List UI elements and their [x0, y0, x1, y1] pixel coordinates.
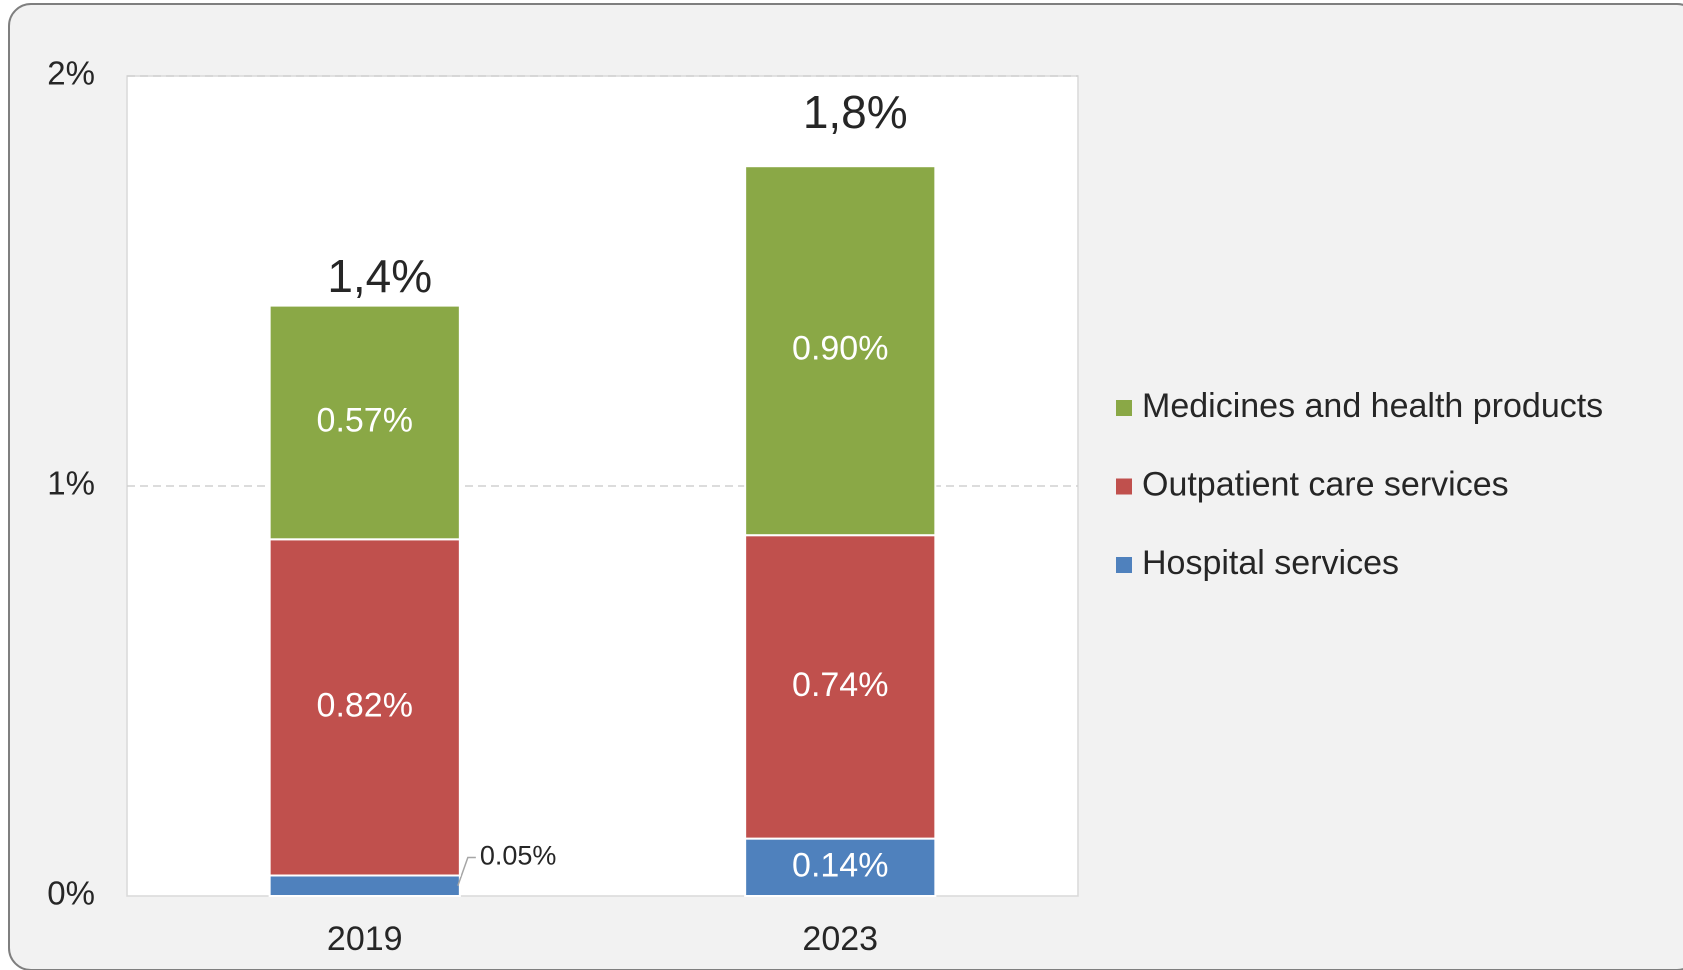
x-tick-label: 2019 [327, 920, 403, 958]
data-label: 0.74% [792, 666, 888, 704]
y-tick-label: 1% [47, 465, 95, 502]
data-label: 0.14% [792, 846, 888, 884]
total-label: 1,8% [803, 86, 908, 138]
bar-segment [268, 874, 461, 897]
bar-segment [744, 534, 937, 840]
data-label: 0.05% [480, 841, 557, 871]
bar-segment [268, 304, 461, 541]
legend-swatch [1116, 478, 1132, 495]
legend-swatch [1116, 557, 1132, 573]
y-tick-label: 0% [47, 875, 95, 912]
legend-swatch [1116, 400, 1132, 416]
x-tick-label: 2023 [802, 920, 878, 958]
total-label: 1,4% [327, 250, 432, 302]
data-label: 0.90% [792, 330, 888, 368]
leader-line [457, 856, 476, 887]
data-label: 0.57% [317, 401, 413, 439]
data-label: 0.82% [317, 686, 413, 724]
bar-segment [744, 165, 937, 537]
legend-label: Hospital services [1142, 544, 1399, 582]
y-tick-label: 2% [47, 55, 95, 92]
bar-segment [268, 538, 461, 877]
legend-label: Outpatient care services [1142, 465, 1509, 503]
legend-label: Medicines and health products [1142, 387, 1603, 425]
